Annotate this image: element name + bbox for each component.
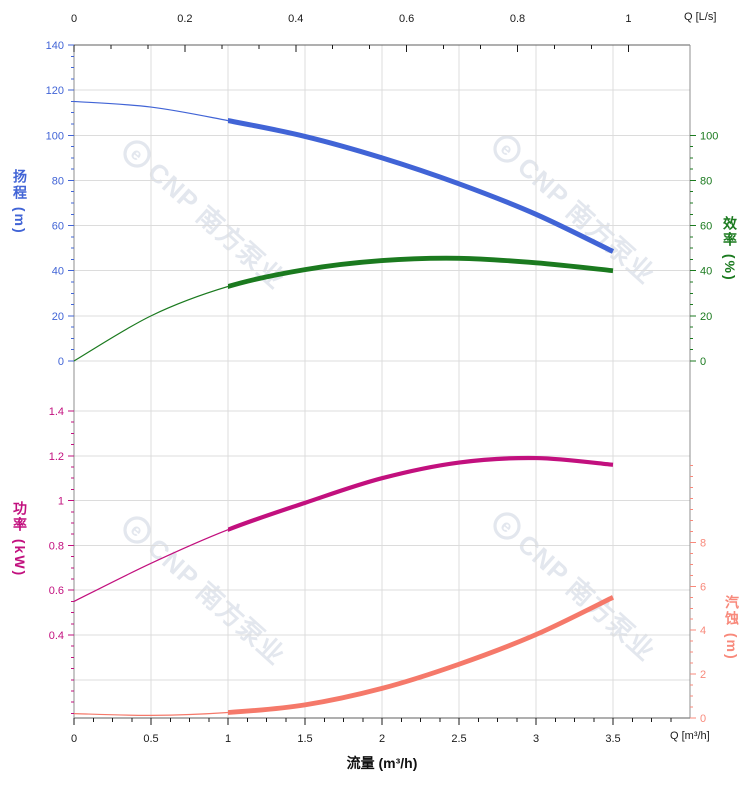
svg-text:1.2: 1.2 xyxy=(49,451,64,463)
svg-text:40: 40 xyxy=(52,266,64,278)
svg-text:80: 80 xyxy=(52,175,64,187)
svg-text:1.4: 1.4 xyxy=(49,406,64,418)
head-axis: 0 20 40 60 80 100 120 140 xyxy=(46,40,74,368)
svg-text:CNP 南方泵业: CNP 南方泵业 xyxy=(142,532,291,670)
svg-text:0.8: 0.8 xyxy=(510,13,525,25)
svg-text:3: 3 xyxy=(533,733,539,745)
svg-text:0: 0 xyxy=(58,356,64,368)
svg-text:40: 40 xyxy=(700,266,712,278)
svg-text:80: 80 xyxy=(700,175,712,187)
svg-text:0: 0 xyxy=(700,713,706,725)
npsh-axis-title: 汽蚀 (m) xyxy=(724,595,740,661)
power-axis: 0.4 0.6 0.8 1 1.2 1.4 xyxy=(49,406,74,714)
svg-text:4: 4 xyxy=(700,625,706,637)
npsh-curve xyxy=(73,595,615,716)
bottom-axis-unit-label: Q [m³/h] xyxy=(670,730,710,742)
power-curve xyxy=(73,455,614,602)
efficiency-axis: 0 20 40 60 80 100 xyxy=(690,130,718,368)
svg-text:140: 140 xyxy=(46,40,64,52)
svg-text:1: 1 xyxy=(225,733,231,745)
svg-text:0: 0 xyxy=(71,13,77,25)
svg-text:1: 1 xyxy=(625,13,631,25)
top-x-axis: 0 0.2 0.4 0.6 0.8 1 xyxy=(71,13,631,52)
svg-text:0.8: 0.8 xyxy=(49,540,64,552)
svg-text:8: 8 xyxy=(700,537,706,549)
svg-text:1.5: 1.5 xyxy=(297,733,312,745)
svg-text:20: 20 xyxy=(52,311,64,323)
svg-text:2: 2 xyxy=(700,669,706,681)
svg-text:CNP 南方泵业: CNP 南方泵业 xyxy=(512,528,661,666)
svg-text:0.5: 0.5 xyxy=(143,733,158,745)
flow-axis-title: 流量 (m³/h) xyxy=(346,755,418,771)
efficiency-axis-title: 效率 (%) xyxy=(722,216,738,282)
svg-text:0.6: 0.6 xyxy=(49,585,64,597)
svg-text:100: 100 xyxy=(700,130,718,142)
svg-text:60: 60 xyxy=(700,221,712,233)
svg-text:0: 0 xyxy=(71,733,77,745)
svg-text:0.4: 0.4 xyxy=(288,13,303,25)
gridlines xyxy=(74,44,690,718)
svg-text:0.6: 0.6 xyxy=(399,13,414,25)
svg-text:2.5: 2.5 xyxy=(451,733,466,745)
npsh-axis: 0 2 4 6 8 xyxy=(690,465,706,725)
svg-text:100: 100 xyxy=(46,130,64,142)
head-axis-title: 扬程 (m) xyxy=(12,169,28,235)
svg-text:0: 0 xyxy=(700,356,706,368)
svg-text:1: 1 xyxy=(58,496,64,508)
power-axis-title: 功率 (kW) xyxy=(12,501,28,578)
bottom-x-axis: 0 0.5 1 1.5 2 2.5 3 3.5 xyxy=(71,718,672,745)
svg-text:20: 20 xyxy=(700,311,712,323)
svg-text:2: 2 xyxy=(379,733,385,745)
head-curve xyxy=(73,100,615,254)
svg-text:6: 6 xyxy=(700,581,706,593)
efficiency-curve xyxy=(73,255,614,362)
svg-text:120: 120 xyxy=(46,85,64,97)
svg-text:3.5: 3.5 xyxy=(605,733,620,745)
svg-text:0.2: 0.2 xyxy=(177,13,192,25)
svg-text:60: 60 xyxy=(52,221,64,233)
top-axis-unit-label: Q [L/s] xyxy=(684,11,717,23)
svg-text:0.4: 0.4 xyxy=(49,630,64,642)
